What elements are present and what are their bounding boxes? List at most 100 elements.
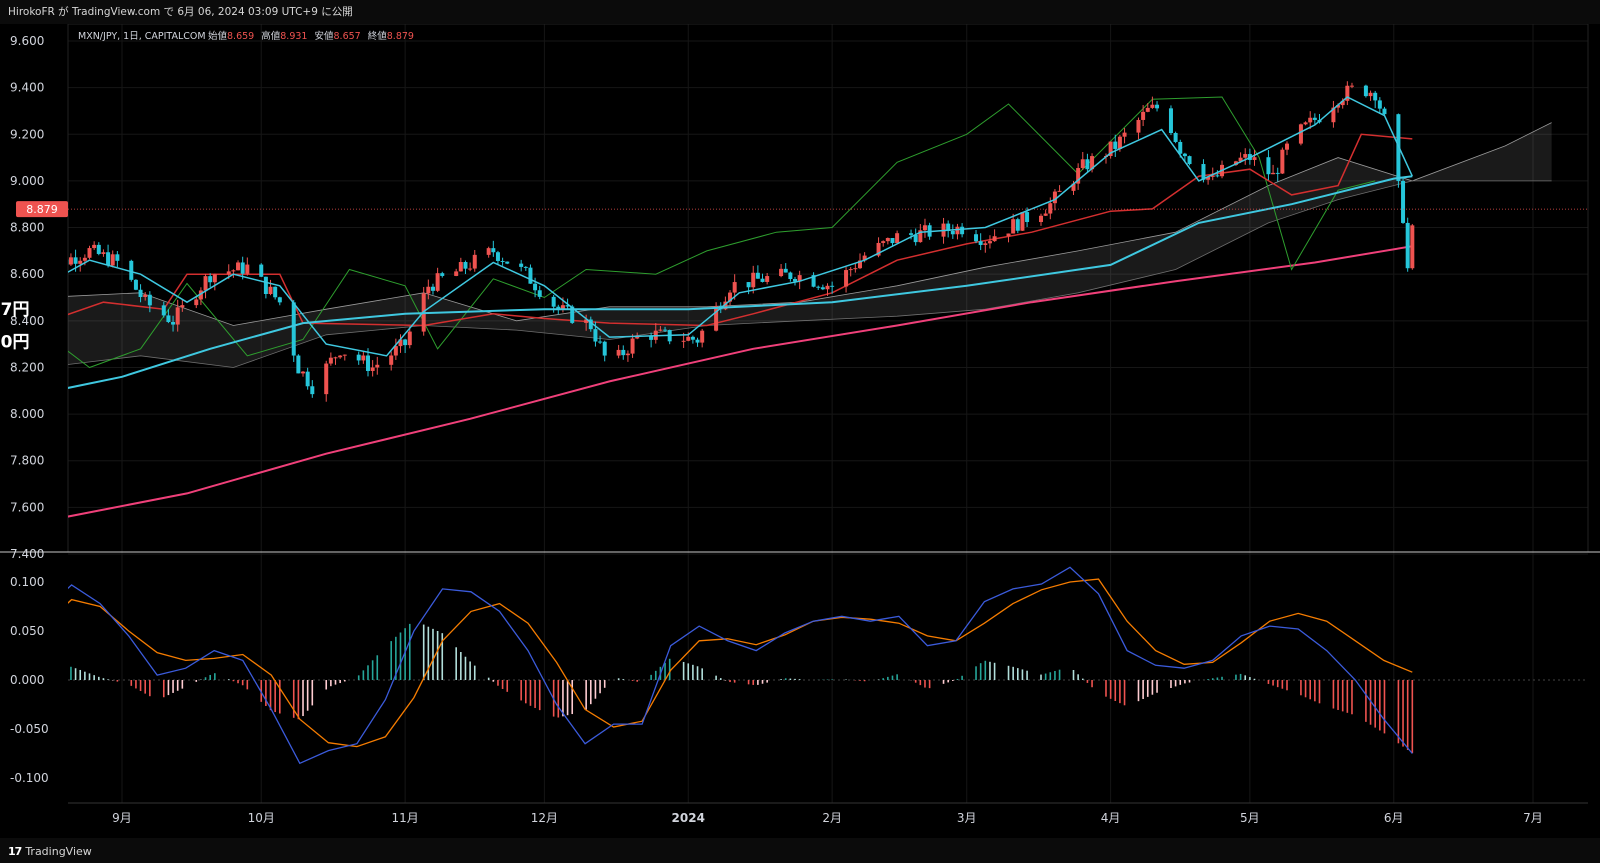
candle-body: [1340, 100, 1345, 106]
candle-body: [732, 282, 737, 293]
candle-body: [1285, 143, 1290, 150]
macd-pane[interactable]: [43, 566, 1588, 765]
candle-body: [523, 266, 528, 268]
moving-average-200: [68, 245, 1413, 518]
ichimoku-cloud: [68, 122, 1552, 368]
candle-body: [723, 301, 728, 310]
candle-body: [231, 270, 236, 272]
candle-body: [1215, 175, 1220, 177]
time-axis[interactable]: 9月 10月 11月 12月 2024 2月 3月 4月 5月 6月 7月: [68, 802, 1588, 825]
time-tick-label: 12月: [531, 811, 558, 825]
last-price-tag: 8.879: [16, 201, 68, 218]
price-pane[interactable]: [0, 81, 1588, 521]
close-value: 8.879: [387, 31, 414, 42]
candle-body: [649, 335, 654, 340]
candle-body: [1015, 219, 1020, 231]
candle-body: [92, 244, 97, 249]
candle-body: [161, 305, 166, 316]
candle-body: [881, 241, 886, 243]
candle-body: [1345, 85, 1350, 101]
candle-body: [913, 234, 918, 243]
candle-body: [593, 329, 598, 342]
candle-body: [1201, 164, 1206, 180]
low-label: 安値: [315, 30, 335, 42]
candle-body: [393, 346, 398, 356]
candle-body: [635, 335, 640, 339]
candle-body: [1043, 213, 1048, 216]
candle-body: [370, 367, 375, 371]
candle-body: [1206, 176, 1211, 180]
candle-body: [1280, 149, 1285, 174]
candle-body: [1039, 215, 1044, 223]
macd-line: [68, 566, 1413, 765]
high-label: 高値: [261, 30, 281, 42]
candle-body: [584, 319, 589, 323]
candle-body: [830, 285, 835, 287]
candle-body: [472, 254, 477, 269]
candle-body: [454, 271, 459, 276]
price-tick-label: 9.400: [10, 81, 44, 95]
footer-bar: 17 TradingView: [0, 838, 1600, 863]
candle-body: [1368, 92, 1373, 97]
candle-body: [273, 286, 278, 298]
candle-body: [82, 257, 87, 261]
candle-body: [495, 252, 500, 261]
candle-body: [68, 259, 69, 265]
candle-body: [811, 275, 816, 287]
candle-body: [361, 355, 366, 361]
cloud-lower-line: [68, 180, 1552, 368]
candle-body: [1331, 107, 1336, 123]
macd-axis[interactable]: 0.100 0.050 0.000 -0.050 -0.100: [10, 575, 49, 785]
candle-body: [208, 276, 213, 283]
candle-body: [245, 264, 250, 274]
price-tick-label: 8.400: [10, 314, 44, 328]
candle-body: [263, 276, 268, 294]
candle-body: [1020, 212, 1025, 231]
candle-body: [1113, 141, 1118, 149]
macd-tick-label: 0.050: [10, 624, 44, 638]
chart-canvas[interactable]: 9.600 9.400 9.200 9.000 8.800 8.600 8.400 8.200…: [0, 24, 1600, 838]
low-value: 8.657: [334, 31, 361, 42]
candle-body: [171, 322, 176, 325]
candle-body: [198, 290, 203, 300]
candle-body: [486, 248, 491, 255]
candle-body: [333, 357, 338, 359]
candle-body: [240, 262, 245, 274]
candle-body: [755, 272, 760, 279]
candle-body: [695, 339, 700, 343]
candle-body: [403, 339, 408, 346]
candle-body: [987, 241, 992, 244]
candle-body: [328, 357, 333, 364]
candle-body: [533, 283, 538, 291]
candle-body: [96, 244, 101, 254]
candle-body: [389, 355, 394, 365]
candle-body: [1210, 175, 1215, 177]
price-axis[interactable]: 9.600 9.400 9.200 9.000 8.800 8.600 8.400 8.200…: [10, 34, 44, 561]
price-tick-label: 9.000: [10, 174, 44, 188]
candle-body: [147, 294, 152, 306]
macd-tick-label: -0.100: [10, 771, 49, 785]
high-value: 8.931: [280, 31, 307, 42]
candle-body: [1080, 159, 1085, 169]
candle-body: [983, 243, 988, 245]
candle-body: [950, 230, 955, 235]
candle-body: [133, 279, 138, 290]
candle-body: [922, 225, 927, 231]
candle-body: [658, 329, 663, 331]
macd-tick-label: 0.100: [10, 575, 44, 589]
candle-body: [101, 252, 106, 254]
candle-body: [60, 259, 64, 265]
tradingview-brand[interactable]: 17 TradingView: [8, 845, 92, 858]
candle-body: [853, 268, 858, 270]
candle-body: [946, 223, 951, 231]
candle-body: [1382, 108, 1387, 115]
candle-body: [1150, 104, 1155, 108]
candle-body: [1187, 156, 1192, 165]
candle-body: [625, 353, 630, 356]
candle-body: [700, 330, 705, 343]
time-tick-label: 6月: [1384, 811, 1404, 825]
candle-body: [301, 371, 306, 374]
candle-body: [505, 261, 510, 264]
candle-body: [106, 252, 111, 266]
price-tick-label: 9.600: [10, 34, 44, 48]
